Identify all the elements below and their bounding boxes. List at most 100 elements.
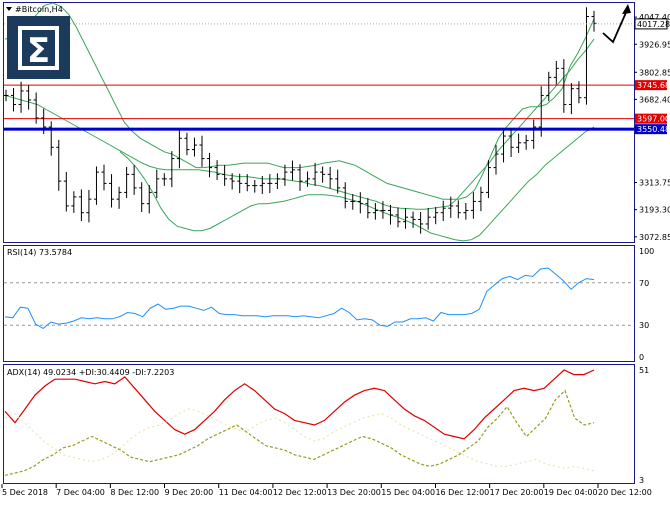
price-bar xyxy=(207,152,213,178)
rsi-tick-label: 100 xyxy=(639,247,654,256)
price-bar xyxy=(124,166,130,199)
bollinger-lower-line xyxy=(119,126,595,242)
price-bar xyxy=(463,202,469,220)
price-bar xyxy=(440,200,446,222)
price-bar xyxy=(56,139,62,191)
price-bar xyxy=(531,119,537,149)
price-bar xyxy=(357,192,363,214)
price-bar xyxy=(214,160,220,180)
x-tick-label: 12 Dec 12:00 xyxy=(273,488,327,497)
adx-tick-label: 3 xyxy=(639,476,644,485)
price-bar xyxy=(448,196,454,218)
price-bar xyxy=(161,173,167,186)
price-bar xyxy=(282,164,288,186)
price-bar xyxy=(501,130,507,163)
price-bar xyxy=(516,133,522,153)
price-bar xyxy=(169,151,175,188)
rsi-tick-label: 70 xyxy=(639,279,649,288)
price-bar xyxy=(146,184,152,214)
price-bar xyxy=(365,198,371,219)
price-bar xyxy=(131,165,137,195)
price-bar xyxy=(252,179,258,193)
price-bar xyxy=(229,173,235,190)
price-bar xyxy=(380,201,386,219)
price-tick-label: 3682.40 xyxy=(639,95,670,104)
rsi-tick-label: 0 xyxy=(639,353,644,362)
current-price-box xyxy=(634,18,668,30)
price-bar xyxy=(184,132,190,156)
level-price-box xyxy=(635,124,667,135)
adx-tick-label: 51 xyxy=(639,366,649,375)
price-bar xyxy=(18,81,24,113)
price-bar xyxy=(41,108,47,134)
price-bar xyxy=(11,88,17,112)
price-bar xyxy=(561,59,567,113)
trend-arrow-icon xyxy=(602,4,631,44)
x-tick-label: 15 Dec 04:00 xyxy=(381,488,435,497)
level-price-box xyxy=(635,113,667,124)
price-bar xyxy=(403,207,409,229)
price-bar xyxy=(372,202,378,220)
dropdown-arrow-icon[interactable] xyxy=(6,7,12,11)
price-bar xyxy=(335,169,341,194)
price-bar xyxy=(176,129,182,169)
price-bar xyxy=(591,10,597,32)
price-bar xyxy=(48,121,54,156)
price-bar xyxy=(425,207,431,230)
x-tick-label: 8 Dec 12:00 xyxy=(110,488,159,497)
rsi-label: RSI(14) 73.5784 xyxy=(7,248,72,257)
price-bar xyxy=(199,135,205,167)
x-tick-label: 11 Dec 04:00 xyxy=(219,488,273,497)
adx-panel-frame xyxy=(3,364,635,484)
price-bar xyxy=(244,174,250,192)
x-tick-label: 5 Dec 2018 xyxy=(2,488,48,497)
price-bar xyxy=(493,144,499,175)
price-bar xyxy=(26,85,32,110)
price-bar xyxy=(568,83,574,115)
price-bar xyxy=(33,92,39,124)
level-price-label: 3745.68 xyxy=(637,81,670,90)
price-bar xyxy=(93,166,99,205)
price-bar xyxy=(312,162,318,186)
adx-label: ADX(14) 49.0234 +DI:30.4409 -DI:7.2203 xyxy=(7,368,174,377)
rsi-line xyxy=(4,267,595,330)
logo-letter: Σ xyxy=(27,31,50,71)
level-price-label: 3550.48 xyxy=(637,125,670,134)
price-bar xyxy=(267,174,273,194)
price-tick-label: 3193.30 xyxy=(639,206,670,215)
price-tick-label: 3802.85 xyxy=(639,68,670,77)
price-bar xyxy=(523,134,529,150)
level-line-2 xyxy=(4,127,634,131)
symbol-header[interactable]: #Bitcoin,H4 xyxy=(6,5,63,14)
price-tick-label: 3072.85 xyxy=(639,233,670,242)
price-bar xyxy=(342,182,348,209)
adx-line-2 xyxy=(4,408,595,472)
price-bar xyxy=(320,166,326,183)
price-bar xyxy=(350,193,356,210)
price-bar xyxy=(139,182,145,213)
price-bar xyxy=(222,165,228,186)
price-tick-label: 3926.95 xyxy=(639,40,670,49)
price-tick-label: 4047.40 xyxy=(639,13,670,22)
price-bar xyxy=(327,166,333,189)
symbol-label: #Bitcoin,H4 xyxy=(15,5,63,14)
adx-line-1 xyxy=(4,389,595,476)
price-bar xyxy=(71,191,77,213)
x-tick-label: 19 Dec 04:00 xyxy=(544,488,598,497)
price-panel-frame xyxy=(3,2,635,243)
price-bar xyxy=(538,86,544,137)
rsi-tick-label: 30 xyxy=(639,321,649,330)
price-bar xyxy=(433,207,439,225)
price-bar xyxy=(478,186,484,212)
adx-line-0 xyxy=(4,369,595,440)
price-bar xyxy=(418,212,424,234)
current-price-label: 4017.28 xyxy=(637,20,670,29)
price-bar xyxy=(289,160,295,181)
x-tick-label: 20 Dec 12:00 xyxy=(598,488,652,497)
price-bar xyxy=(508,128,514,157)
price-bar xyxy=(305,171,311,187)
price-bar xyxy=(63,171,69,212)
price-bar xyxy=(297,164,303,191)
